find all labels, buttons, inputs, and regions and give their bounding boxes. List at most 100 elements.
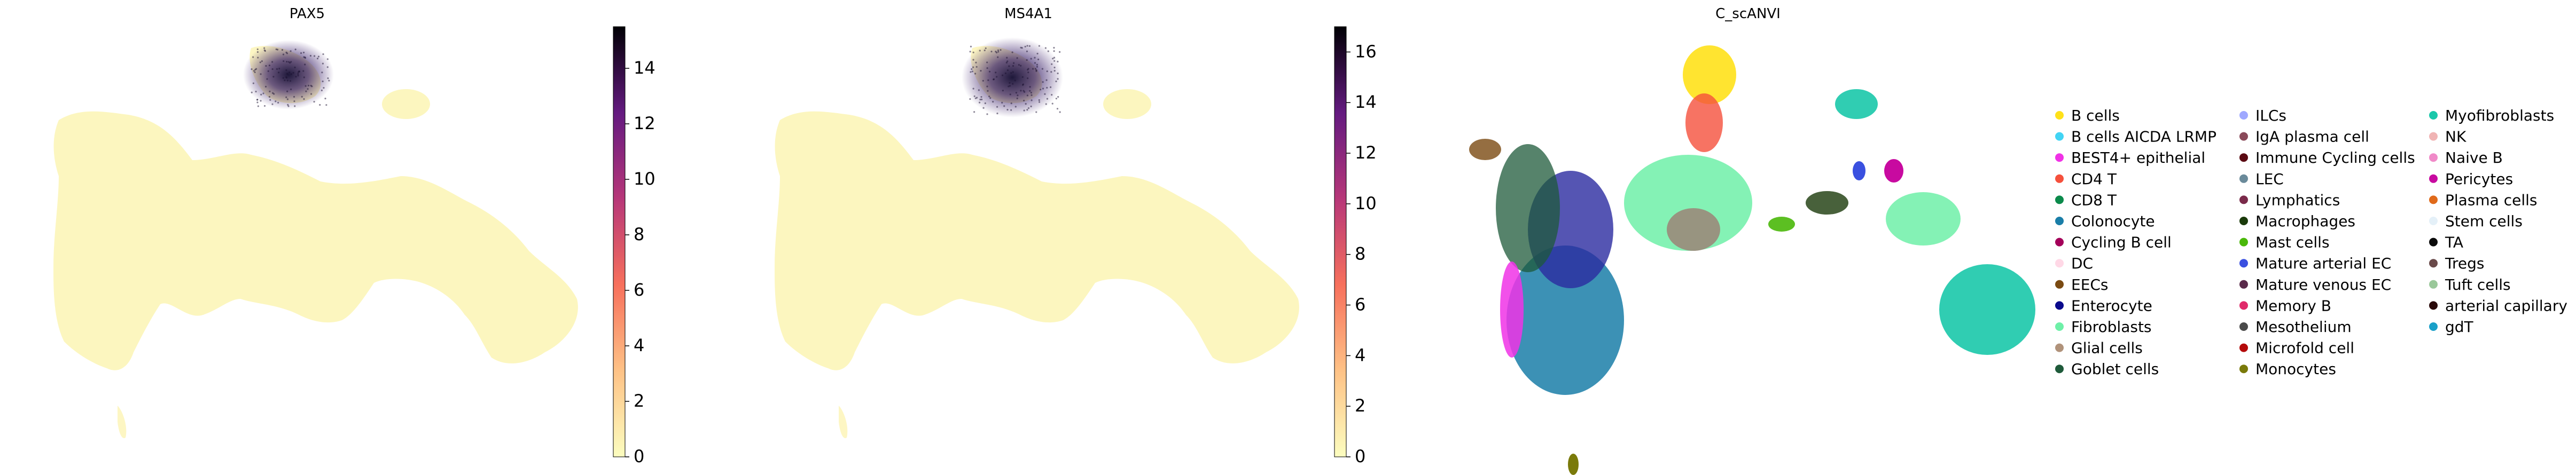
cell-point: [972, 88, 974, 90]
cell-point: [985, 47, 987, 49]
legend-label: Macrophages: [2255, 212, 2355, 230]
cell-point: [257, 105, 260, 107]
cell-point: [1042, 88, 1044, 90]
legend-item: Mature arterial EC: [2239, 255, 2391, 272]
cell-point: [1002, 90, 1004, 92]
cell-point: [1030, 105, 1032, 107]
legend-marker: [2055, 153, 2064, 162]
legend-item: Pericytes: [2429, 170, 2513, 188]
cell-point: [281, 49, 284, 51]
legend-label: CD4 T: [2071, 170, 2117, 188]
cell-point: [1034, 57, 1036, 59]
cell-point: [1016, 57, 1018, 59]
cell-point: [292, 72, 294, 74]
cell-point: [251, 68, 253, 70]
colorbar-tick-label: 2: [1355, 395, 1365, 416]
legend-item: Cycling B cell: [2055, 234, 2172, 251]
cell-point: [1045, 79, 1048, 81]
colorbar-gradient: [1334, 26, 1347, 457]
cell-point: [276, 68, 278, 70]
cell-point: [1025, 102, 1027, 105]
legend: B cells B cells AICDA LRMP BEST4+ epitheli…: [2055, 107, 2567, 378]
legend-marker: [2429, 174, 2438, 183]
legend-item: DC: [2055, 255, 2093, 272]
cell-point: [1012, 71, 1014, 73]
cell-point: [1021, 76, 1024, 78]
legend-marker: [2055, 322, 2064, 331]
cluster-macrophages: [1806, 191, 1848, 215]
cell-point: [1038, 99, 1040, 101]
cell-point: [288, 72, 291, 74]
cell-point: [271, 92, 274, 94]
cell-point: [321, 89, 323, 92]
colorbar-tick-label: 0: [634, 446, 644, 466]
cell-point: [303, 76, 305, 78]
umap-scatter-pax5: [53, 40, 578, 438]
cell-point: [1051, 63, 1053, 65]
legend-item: Macrophages: [2239, 212, 2355, 230]
cell-point: [1042, 81, 1044, 83]
legend-item: Stem cells: [2429, 212, 2523, 230]
cell-point: [1024, 45, 1026, 48]
cell-point: [313, 55, 316, 57]
cell-point: [321, 72, 323, 74]
cell-point: [289, 61, 291, 64]
legend-label: Mesothelium: [2255, 318, 2352, 336]
cell-point: [1056, 108, 1059, 110]
legend-marker: [2055, 217, 2064, 225]
cell-point: [980, 70, 982, 72]
cell-point: [271, 103, 274, 105]
cell-point: [322, 80, 324, 83]
cell-point: [253, 70, 255, 72]
cell-point: [264, 85, 267, 88]
cell-point: [1009, 93, 1011, 96]
cell-point: [1046, 98, 1049, 100]
legend-label: B cells AICDA LRMP: [2071, 128, 2216, 146]
cell-point: [260, 100, 262, 102]
cell-point: [1004, 72, 1006, 74]
cell-point: [1055, 98, 1057, 100]
legend-label: Pericytes: [2445, 170, 2513, 188]
cell-point: [303, 98, 305, 100]
cell-point: [970, 71, 972, 73]
legend-item: Enterocyte: [2055, 297, 2152, 314]
legend-item: TA: [2429, 234, 2463, 251]
cell-point: [1023, 109, 1025, 112]
legend-marker: [2429, 238, 2438, 247]
cell-point: [1026, 45, 1028, 47]
cell-point: [313, 101, 315, 103]
legend-label: Lymphatics: [2255, 191, 2340, 209]
cell-point: [302, 70, 305, 72]
legend-marker: [2429, 259, 2438, 268]
cell-point: [289, 80, 292, 82]
legend-label: Mature venous EC: [2255, 276, 2391, 294]
cell-point: [1052, 58, 1054, 60]
cell-point: [1059, 51, 1061, 53]
cell-point: [1027, 107, 1030, 109]
cell-point: [1053, 57, 1056, 59]
legend-item: IgA plasma cell: [2239, 128, 2369, 146]
cell-point: [305, 85, 307, 87]
cell-point: [1053, 70, 1056, 72]
cluster-fibroblasts-right: [1886, 192, 1961, 246]
legend-item: Tuft cells: [2429, 276, 2511, 294]
cell-point: [986, 85, 988, 88]
umap-cells-main: [775, 111, 1299, 370]
cell-point: [990, 50, 993, 53]
cell-point: [1036, 64, 1038, 66]
cell-point: [970, 45, 972, 48]
cell-point: [304, 57, 307, 59]
legend-label: BEST4+ epithelial: [2071, 149, 2205, 167]
cell-point: [1012, 83, 1014, 85]
cell-point: [303, 51, 305, 54]
legend-label: gdT: [2445, 318, 2474, 336]
umap-hot-cluster: [243, 40, 334, 109]
cell-point: [1017, 94, 1019, 97]
cell-point: [256, 48, 259, 50]
legend-marker: [2429, 111, 2438, 120]
legend-item: Mesothelium: [2239, 318, 2352, 336]
legend-item: Naive B: [2429, 149, 2503, 167]
cell-point: [974, 73, 977, 75]
legend-marker: [2239, 301, 2248, 310]
